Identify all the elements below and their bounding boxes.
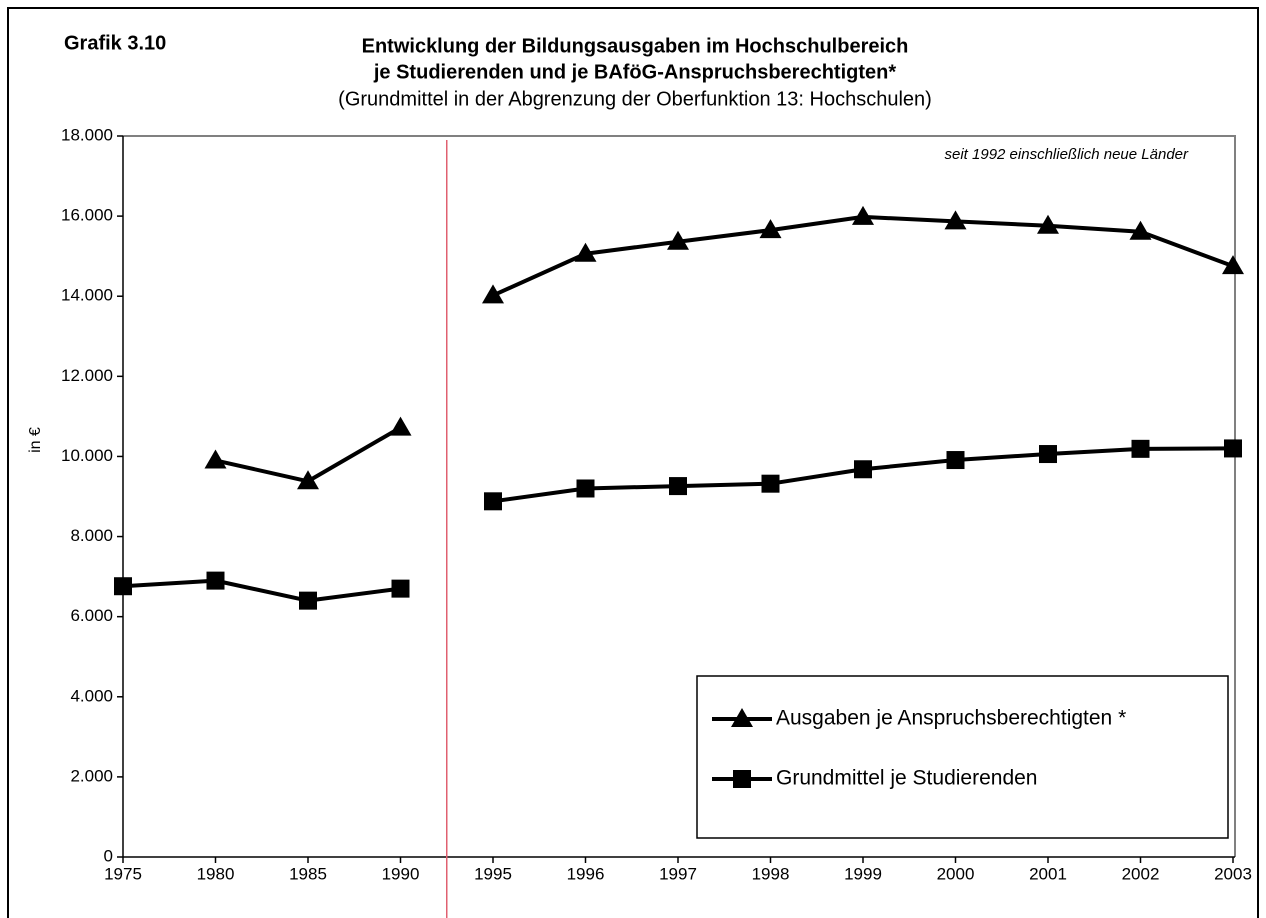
- marker: [484, 492, 502, 511]
- marker: [1131, 439, 1150, 458]
- marker: [297, 470, 319, 490]
- marker: [389, 416, 412, 436]
- marker: [731, 708, 753, 727]
- legend-label: Ausgaben je Anspruchsberechtigten *: [776, 707, 1126, 730]
- marker: [1037, 214, 1059, 234]
- marker: [576, 479, 595, 498]
- y-tick-label: 10.000: [61, 446, 113, 465]
- x-tick-label: 1990: [382, 864, 420, 883]
- plot-frame: [123, 135, 1236, 857]
- chart-title: Entwicklung der Bildungsausgaben im Hoch…: [362, 35, 909, 57]
- series-line: [122, 578, 401, 603]
- y-tick-label: 2.000: [70, 766, 113, 785]
- y-tick-label: 14.000: [61, 286, 113, 305]
- marker: [574, 242, 597, 262]
- marker: [206, 571, 225, 590]
- marker: [854, 460, 872, 479]
- marker: [667, 230, 689, 250]
- annotation: seit 1992 einschließlich neue Länder: [945, 146, 1189, 163]
- chart-label: Grafik 3.10: [64, 32, 166, 54]
- x-tick-label: 2000: [937, 864, 975, 883]
- marker: [733, 770, 751, 788]
- y-axis-label: in €: [27, 427, 44, 453]
- outer-border: [7, 7, 1259, 918]
- marker: [482, 284, 504, 304]
- y-tick-label: 12.000: [61, 366, 113, 385]
- y-tick-label: 18.000: [61, 125, 113, 144]
- x-tick-label: 1995: [474, 864, 512, 883]
- marker: [204, 449, 227, 469]
- x-tick-label: 2003: [1214, 864, 1252, 883]
- x-tick-label: 1975: [104, 864, 142, 883]
- marker: [1222, 255, 1244, 275]
- chart-subtitle: (Grundmittel in der Abgrenzung der Oberf…: [338, 88, 932, 110]
- marker: [759, 219, 782, 239]
- x-tick-label: 1996: [567, 864, 605, 883]
- marker: [1224, 439, 1242, 458]
- x-tick-label: 1998: [752, 864, 790, 883]
- marker: [946, 451, 965, 470]
- x-tick-label: 1997: [659, 864, 697, 883]
- legend-box: [696, 675, 1229, 839]
- y-tick-label: 6.000: [70, 606, 113, 625]
- x-tick-label: 1999: [844, 864, 882, 883]
- marker: [944, 210, 967, 230]
- x-tick-label: 1980: [197, 864, 235, 883]
- y-tick-label: 4.000: [70, 686, 113, 705]
- marker: [761, 474, 780, 493]
- x-tick-label: 2002: [1122, 864, 1160, 883]
- series-line: [492, 214, 1234, 298]
- y-tick-label: 16.000: [61, 206, 113, 225]
- marker: [299, 591, 317, 610]
- x-tick-label: 1985: [289, 864, 327, 883]
- legend-label: Grundmittel je Studierenden: [776, 767, 1038, 790]
- y-tick-label: 8.000: [70, 526, 113, 545]
- y-tick-label: 0: [104, 846, 113, 865]
- marker: [1129, 220, 1152, 240]
- chart-title: je Studierenden und je BAföG-Anspruchsbe…: [373, 61, 896, 83]
- marker: [391, 579, 410, 598]
- x-tick-label: 2001: [1029, 864, 1067, 883]
- marker: [1039, 445, 1057, 464]
- marker: [669, 477, 687, 496]
- marker: [852, 205, 874, 225]
- marker: [114, 577, 132, 596]
